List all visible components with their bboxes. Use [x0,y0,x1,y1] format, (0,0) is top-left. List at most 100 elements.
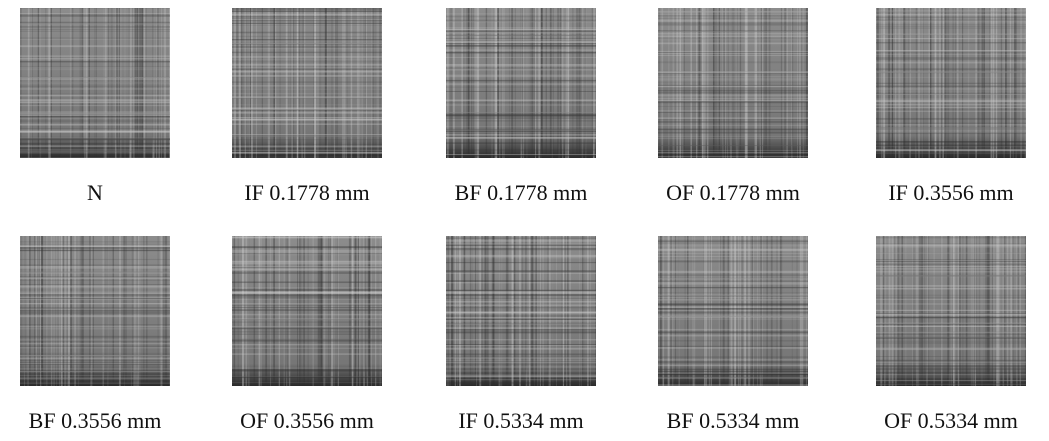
stripe [658,248,808,250]
stripe [232,271,382,272]
stripe [658,319,808,320]
stripe [232,23,382,24]
stripe [658,94,808,95]
stripe [20,375,170,376]
stripe [20,277,170,279]
stripe [232,43,382,44]
stripe [658,356,808,358]
stripe [876,246,1026,248]
stripe [20,272,170,274]
stripe [20,245,170,246]
stripe [20,95,170,97]
stripe [20,347,170,348]
stripe [658,150,808,151]
stripe [232,40,382,42]
stripe [658,282,808,283]
stripe [876,237,1026,238]
stripe [658,92,808,94]
panel: N [0,8,195,208]
stripe [20,13,170,14]
stripe [20,292,170,294]
stripe [658,132,808,134]
caption: N [0,180,215,206]
stripe [232,314,382,316]
stripe [355,236,357,386]
stripe [658,261,808,262]
stripe [876,54,1026,55]
stripe [446,112,596,114]
stripe [446,382,596,384]
stripe [350,236,351,386]
stripe [658,384,808,386]
stripe [658,152,808,153]
stripe [232,263,382,265]
stripe [446,27,596,28]
stripe [232,21,382,22]
stripe [20,352,170,354]
stripe [232,266,382,267]
stripe [658,82,808,83]
stripe [658,245,808,246]
stripe [876,102,1026,104]
stripe [232,124,382,125]
stripe [20,303,170,304]
stripe [446,240,596,242]
stripe [876,299,1026,300]
stripe [446,154,596,155]
stripe [876,288,1026,290]
stripe [446,313,596,315]
stripe [232,319,382,320]
stripe [371,236,372,386]
stripe [446,57,596,58]
stripe [270,236,271,386]
stripe [658,11,808,13]
stripe [876,336,1026,337]
stripe [232,11,382,12]
stripe [446,142,596,144]
texture-image [232,8,382,158]
stripe [20,77,170,78]
stripe [446,118,596,119]
texture-image [20,236,170,386]
stripe [658,346,808,347]
stripe [658,53,808,54]
stripe [20,312,170,313]
stripe [446,128,596,130]
stripe [658,20,808,22]
stripe [446,273,596,274]
texture-image [876,8,1026,158]
stripe [20,45,170,47]
stripe [232,14,382,16]
stripe [232,293,382,294]
stripe [876,151,1026,152]
caption: BF 0.5334 mm [613,408,853,434]
stripe [359,236,360,386]
stripe [20,66,170,67]
panel: IF 0.5334 mm [421,236,621,436]
stripe [232,77,382,78]
stripe [658,33,808,35]
stripe [20,31,170,32]
stripe [876,124,1026,125]
stripe [20,16,170,17]
stripe [876,72,1026,74]
stripe [20,295,170,296]
stripe [446,282,596,283]
stripe [446,331,596,332]
stripe [446,64,596,65]
stripe [876,326,1026,327]
stripe [446,76,596,78]
stripe [232,36,382,37]
stripe [876,154,1026,155]
stripe [232,252,382,253]
stripe [446,294,596,296]
stripe [232,8,382,9]
stripe [658,89,808,91]
stripe [232,64,382,66]
stripe [446,347,596,348]
stripe [20,299,170,300]
stripe [876,91,1026,92]
stripe [232,253,382,254]
stripe [876,385,1026,386]
texture-image [658,236,808,386]
